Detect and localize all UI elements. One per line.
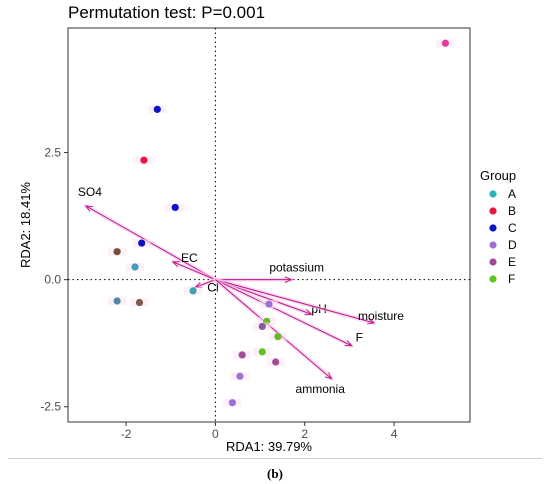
legend-label: F (508, 272, 515, 286)
data-point (113, 297, 121, 305)
vector-label: F (356, 331, 363, 345)
data-point (258, 348, 266, 356)
legend-marker (489, 224, 497, 232)
vector-label: EC (181, 251, 198, 265)
data-point (265, 300, 273, 308)
vector-arrowhead (171, 261, 180, 268)
x-axis-title: RDA1: 39.79% (226, 439, 312, 454)
legend-label: D (508, 238, 517, 252)
vector-arrowhead (366, 318, 376, 325)
vector-line (172, 261, 216, 281)
data-point (441, 39, 450, 47)
data-point (140, 156, 148, 164)
data-point (274, 332, 282, 341)
data-point (131, 263, 139, 271)
legend-marker (489, 190, 497, 198)
y-axis-ticks: -2.5 0.0 2.5 (40, 146, 68, 414)
vector-label: SO4 (78, 185, 102, 199)
legend-marker (489, 241, 497, 249)
vector-label: Cl (207, 280, 218, 294)
vector-label: ammonia (296, 382, 346, 396)
legend-marker (489, 207, 497, 215)
y-tick-label: 0.0 (44, 273, 61, 287)
data-point (228, 399, 236, 407)
vector-line (195, 279, 216, 288)
vector-arrowhead (84, 205, 93, 212)
x-tick-label: 2 (301, 427, 308, 441)
chart-title: Permutation test: P=0.001 (68, 3, 265, 22)
legend-marker (489, 275, 497, 283)
vector-label: moisture (358, 309, 404, 323)
vector-arrowhead (344, 340, 353, 347)
plot-panel (67, 27, 471, 423)
legend-label: C (508, 221, 517, 235)
vector-arrowhead (324, 372, 333, 380)
x-tick-label: 0 (212, 427, 219, 441)
data-point (171, 203, 179, 212)
data-point (153, 105, 161, 113)
figure-caption: (b) (267, 466, 283, 481)
sample-points (108, 39, 455, 407)
data-point (135, 298, 144, 307)
data-point (236, 372, 244, 380)
data-point (258, 322, 266, 331)
vector-line (215, 279, 375, 324)
data-point (272, 358, 280, 366)
legend-label: E (508, 255, 516, 269)
legend-label: A (508, 187, 516, 201)
vector-arrowhead (304, 309, 313, 316)
vector-label: potassium (269, 261, 324, 275)
data-point (113, 248, 121, 256)
vector-line (215, 279, 352, 347)
vector-arrowhead (284, 276, 293, 283)
x-tick-label: -2 (121, 427, 132, 441)
x-axis-ticks: -2 0 2 4 (121, 422, 398, 441)
legend-label: B (508, 204, 516, 218)
legend-title: Group (480, 168, 516, 183)
data-point (138, 239, 146, 247)
vector-line (215, 279, 332, 380)
data-point (189, 287, 197, 295)
y-tick-label: -2.5 (40, 400, 61, 414)
y-tick-label: 2.5 (44, 146, 61, 160)
legend-marker (489, 258, 497, 266)
environmental-vectors: SO4ECClpotassiumpHmoistureFammonia (78, 185, 404, 396)
y-axis-title: RDA2: 18.41% (18, 182, 33, 268)
x-tick-label: 4 (391, 427, 398, 441)
caption-divider (8, 458, 542, 459)
data-point (238, 351, 246, 359)
rda-biplot: Permutation test: P=0.001 SO4ECClpotassi… (18, 3, 517, 454)
